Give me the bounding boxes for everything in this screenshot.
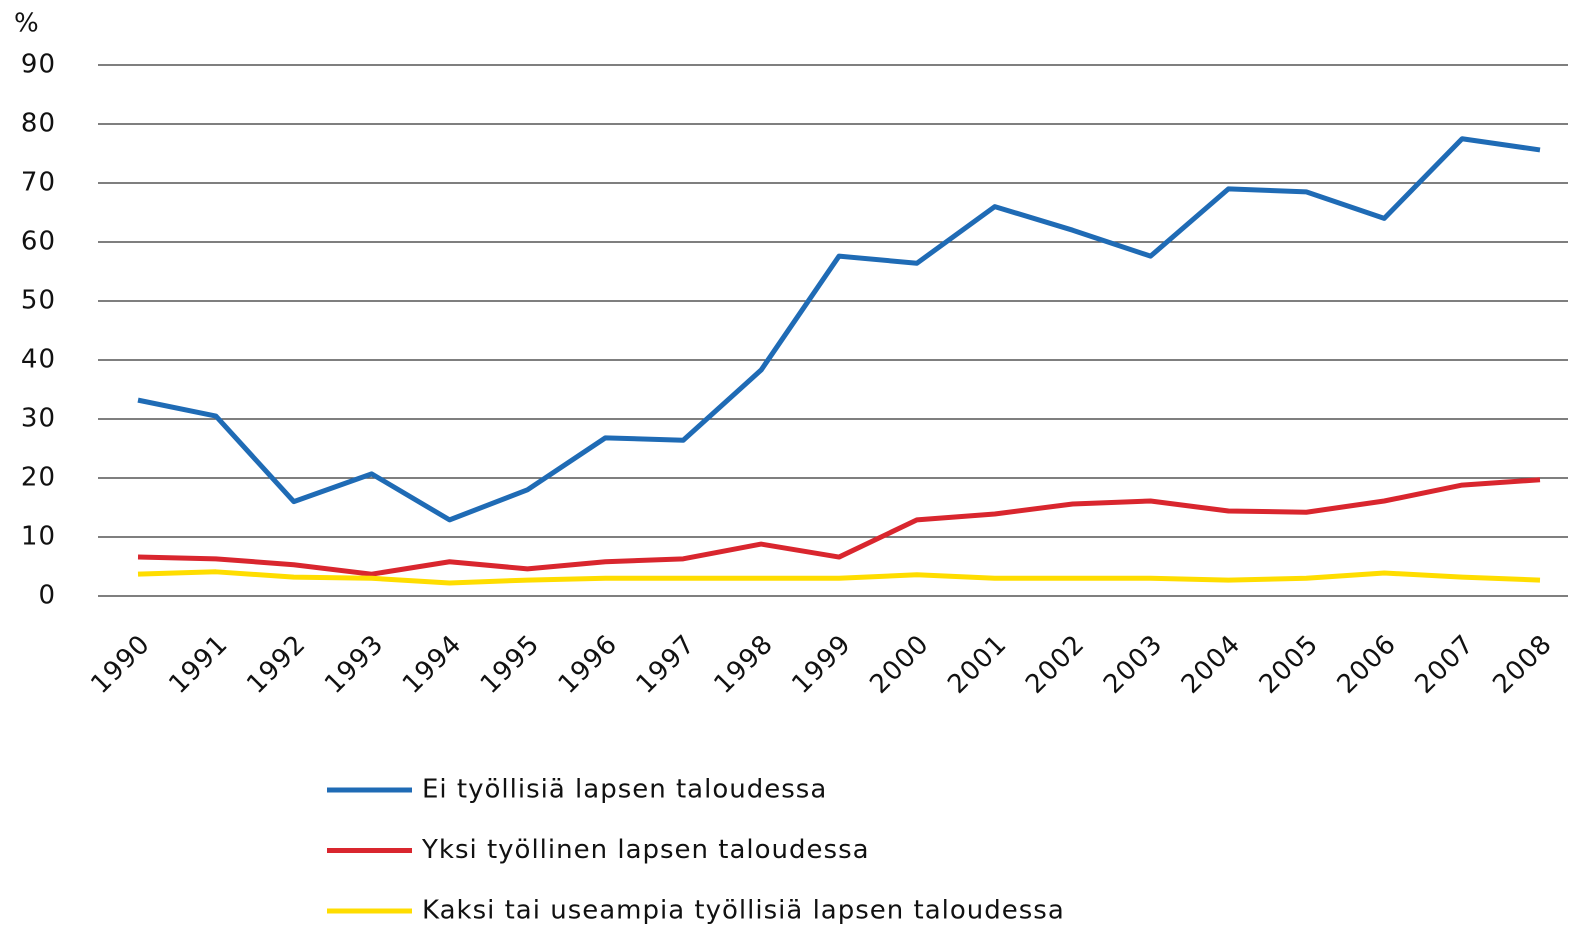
y-tick-label: 80: [21, 109, 56, 139]
y-tick-label: 20: [21, 463, 56, 493]
x-tick-label: 2001: [942, 629, 1013, 700]
legend-label: Kaksi tai useampia työllisiä lapsen talo…: [422, 896, 1065, 926]
legend-label: Ei työllisiä lapsen taloudessa: [422, 775, 827, 805]
x-tick-label: 1990: [85, 629, 156, 700]
x-tick-label: 1992: [241, 629, 312, 700]
x-tick-label: 1995: [475, 629, 546, 700]
x-tick-label: 2003: [1098, 629, 1169, 700]
x-tick-label: 2007: [1410, 629, 1481, 700]
x-tick-label: 1999: [786, 629, 857, 700]
x-tick-label: 1996: [553, 629, 624, 700]
x-tick-label: 1997: [631, 629, 702, 700]
y-tick-label: 0: [38, 581, 56, 611]
y-axis-label: %: [14, 9, 40, 39]
y-tick-label: 30: [21, 404, 56, 434]
x-tick-label: 1998: [709, 629, 780, 700]
series-line: [137, 136, 1541, 523]
x-tick-label: 2002: [1020, 629, 1091, 700]
y-tick-label: 10: [21, 522, 56, 552]
x-tick-label: 1991: [163, 629, 234, 700]
x-tick-label: 2004: [1176, 629, 1247, 700]
x-tick-label: 2005: [1254, 629, 1325, 700]
series-line: [137, 569, 1541, 586]
x-tick-label: 2000: [864, 629, 935, 700]
y-tick-label: 70: [21, 168, 56, 198]
y-tick-label: 90: [21, 50, 56, 80]
series-line: [137, 477, 1541, 577]
x-tick-label: 1994: [397, 629, 468, 700]
y-tick-label: 40: [21, 345, 56, 375]
legend-label: Yksi työllinen lapsen taloudessa: [421, 835, 870, 865]
y-tick-label: 50: [21, 286, 56, 316]
y-tick-label: 60: [21, 227, 56, 257]
x-tick-label: 1993: [319, 629, 390, 700]
x-tick-label: 2006: [1332, 629, 1403, 700]
x-tick-label: 2008: [1487, 629, 1558, 700]
